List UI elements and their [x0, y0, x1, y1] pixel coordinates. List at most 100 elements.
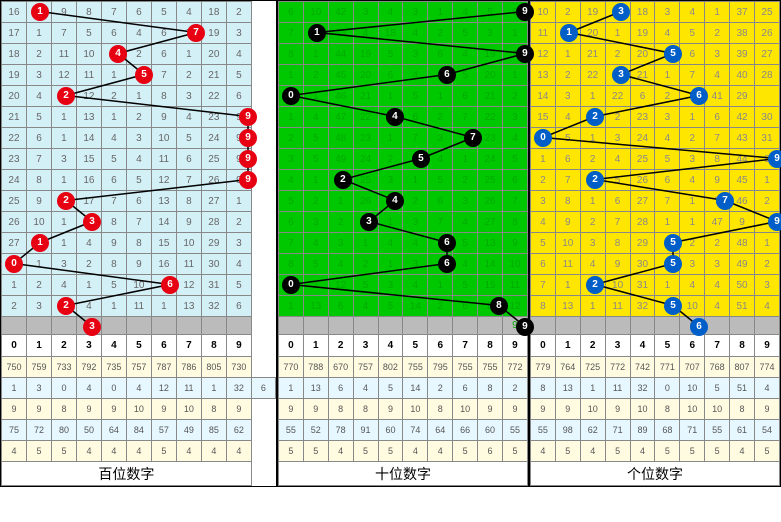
cell: 29 — [730, 86, 755, 107]
stat-cell: 9 — [754, 399, 779, 420]
cell: 24 — [353, 149, 378, 170]
cell: 2 — [101, 86, 126, 107]
cell: 4 — [705, 275, 730, 296]
cell: 1 — [51, 128, 76, 149]
cell: 11 — [530, 23, 555, 44]
cell: 4 — [353, 296, 378, 317]
cell: 4 — [26, 86, 51, 107]
stat-cell: 64 — [428, 420, 453, 441]
cell: 4 — [101, 44, 126, 65]
cell: 2 — [680, 128, 705, 149]
stat-cell: 5 — [705, 441, 730, 462]
cell: 1 — [580, 191, 605, 212]
stat-cell: 771 — [655, 357, 680, 378]
header-digit: 4 — [378, 335, 403, 357]
cell: 3 — [705, 254, 730, 275]
header-digit: 1 — [26, 335, 51, 357]
cell: 46 — [328, 86, 353, 107]
cell: 45 — [328, 65, 353, 86]
cell: 7 — [555, 170, 580, 191]
stat-cell: 60 — [378, 420, 403, 441]
cell — [151, 317, 176, 335]
stat-cell: 13 — [303, 378, 328, 399]
stat-cell: 5 — [26, 441, 51, 462]
cell: 3 — [303, 212, 328, 233]
cell: 4 — [453, 2, 478, 23]
cell: 17 — [76, 191, 101, 212]
cell: 6 — [278, 2, 303, 23]
cell: 37 — [730, 2, 755, 23]
cell: 6 — [101, 170, 126, 191]
cell: 5 — [101, 149, 126, 170]
stat-cell: 807 — [730, 357, 755, 378]
cell: 6 — [278, 212, 303, 233]
cell: 25 — [2, 191, 27, 212]
cell: 30 — [201, 254, 226, 275]
stat-cell: 10 — [453, 399, 478, 420]
cell — [176, 317, 201, 335]
cell: 3 — [403, 44, 428, 65]
cell: 13 — [555, 296, 580, 317]
cell: 9 — [605, 254, 630, 275]
header-digit: 1 — [555, 335, 580, 357]
header-digit: 7 — [705, 335, 730, 357]
stat-cell: 792 — [76, 357, 101, 378]
cell: 16 — [2, 2, 27, 23]
cell: 1 — [51, 170, 76, 191]
cell: 27 — [2, 233, 27, 254]
cell: 5 — [453, 233, 478, 254]
stat-cell: 5 — [605, 441, 630, 462]
cell: 9 — [151, 107, 176, 128]
cell: 9 — [226, 170, 251, 191]
cell: 5 — [530, 233, 555, 254]
cell: 6 — [705, 107, 730, 128]
cell: 32 — [201, 296, 226, 317]
cell: 17 — [2, 23, 27, 44]
stat-cell: 5 — [502, 441, 527, 462]
cell: 7 — [26, 149, 51, 170]
cell: 2 — [2, 296, 27, 317]
cell: 5 — [26, 107, 51, 128]
cell: 6 — [680, 44, 705, 65]
cell: 3 — [76, 212, 101, 233]
cell: 32 — [630, 296, 655, 317]
cell: 1 — [278, 296, 303, 317]
cell: 6 — [226, 86, 251, 107]
stat-cell: 3 — [26, 378, 51, 399]
header-digit: 3 — [605, 335, 630, 357]
cell: 5 — [126, 170, 151, 191]
cell: 6 — [555, 149, 580, 170]
cell: 1 — [26, 23, 51, 44]
cell: 3 — [226, 233, 251, 254]
cell: 10 — [126, 275, 151, 296]
cell: 1 — [151, 296, 176, 317]
stat-cell: 9 — [555, 399, 580, 420]
cell: 1 — [51, 107, 76, 128]
cell: 6 — [101, 23, 126, 44]
cell: 8 — [278, 44, 303, 65]
cell: 2 — [378, 149, 403, 170]
cell — [328, 317, 353, 335]
cell: 0 — [2, 254, 27, 275]
cell: 1 — [303, 170, 328, 191]
stat-cell: 51 — [730, 378, 755, 399]
cell: 44 — [328, 44, 353, 65]
cell — [655, 317, 680, 335]
stat-cell: 10 — [680, 378, 705, 399]
cell: 26 — [478, 191, 503, 212]
stat-cell: 755 — [453, 357, 478, 378]
cell: 7 — [278, 23, 303, 44]
cell: 2 — [605, 107, 630, 128]
cell: 23 — [2, 149, 27, 170]
stat-cell: 10 — [705, 399, 730, 420]
cell — [555, 317, 580, 335]
cell: 48 — [730, 233, 755, 254]
stat-cell: 805 — [201, 357, 226, 378]
cell: 12 — [530, 44, 555, 65]
cell: 12 — [151, 170, 176, 191]
stat-cell: 52 — [303, 420, 328, 441]
cell — [126, 317, 151, 335]
stat-cell: 4 — [353, 378, 378, 399]
cell: 6 — [680, 317, 705, 335]
stat-cell: 55 — [502, 420, 527, 441]
